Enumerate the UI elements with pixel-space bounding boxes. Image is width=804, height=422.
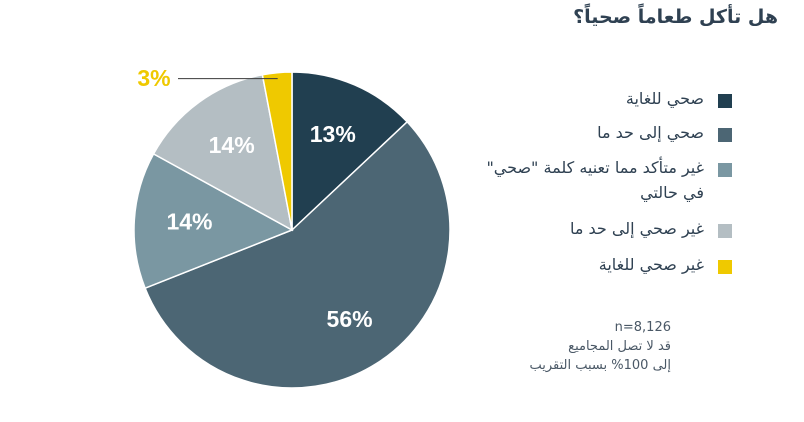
slice-value-label: 14% <box>209 132 255 158</box>
legend-label: صحي للغاية <box>625 89 704 108</box>
slice-very-unhealthy <box>261 71 293 231</box>
rounding-note-line2: إلى 100% بسبب التقريب <box>529 358 671 373</box>
slice-not-sure <box>133 152 294 290</box>
legend-swatch <box>718 163 732 177</box>
legend-label: غير صحي إلى حد ما <box>569 219 704 238</box>
legend-item-very-healthy: صحي للغاية <box>464 86 732 111</box>
legend-item-very-unhealthy: غير صحي للغاية <box>464 252 732 277</box>
slice-somewhat-unhealthy <box>152 73 294 232</box>
legend-swatch <box>718 260 732 274</box>
slice-value-label: 56% <box>327 306 373 332</box>
legend-label: غير صحي للغاية <box>598 255 704 274</box>
chart-title: هل تأكل طعاماً صحياً؟ <box>573 6 778 28</box>
legend-swatch <box>718 128 732 142</box>
legend-item-somewhat-healthy: صحي إلى حد ما <box>464 120 732 145</box>
legend-label: غير متأكد مما تعنيه كلمة "صحي" في حالتي <box>486 158 704 202</box>
slice-value-label: 3% <box>137 65 170 91</box>
legend-label: صحي إلى حد ما <box>597 123 704 142</box>
sample-size: n=8,126 <box>614 320 671 335</box>
slice-value-label: 14% <box>166 209 212 235</box>
slice-very-healthy <box>291 71 409 232</box>
slice-value-label: 13% <box>310 121 356 147</box>
legend-item-somewhat-unhealthy: غير صحي إلى حد ما <box>464 216 732 241</box>
legend-swatch <box>718 94 732 108</box>
legend-item-not-sure: غير متأكد مما تعنيه كلمة "صحي" في حالتي <box>464 155 732 205</box>
footnote: n=8,126 قد لا تصل المجاميع إلى 100% بسبب… <box>529 318 671 375</box>
slice-somewhat-healthy <box>144 120 451 389</box>
legend-swatch <box>718 224 732 238</box>
rounding-note-line1: قد لا تصل المجاميع <box>568 339 671 354</box>
